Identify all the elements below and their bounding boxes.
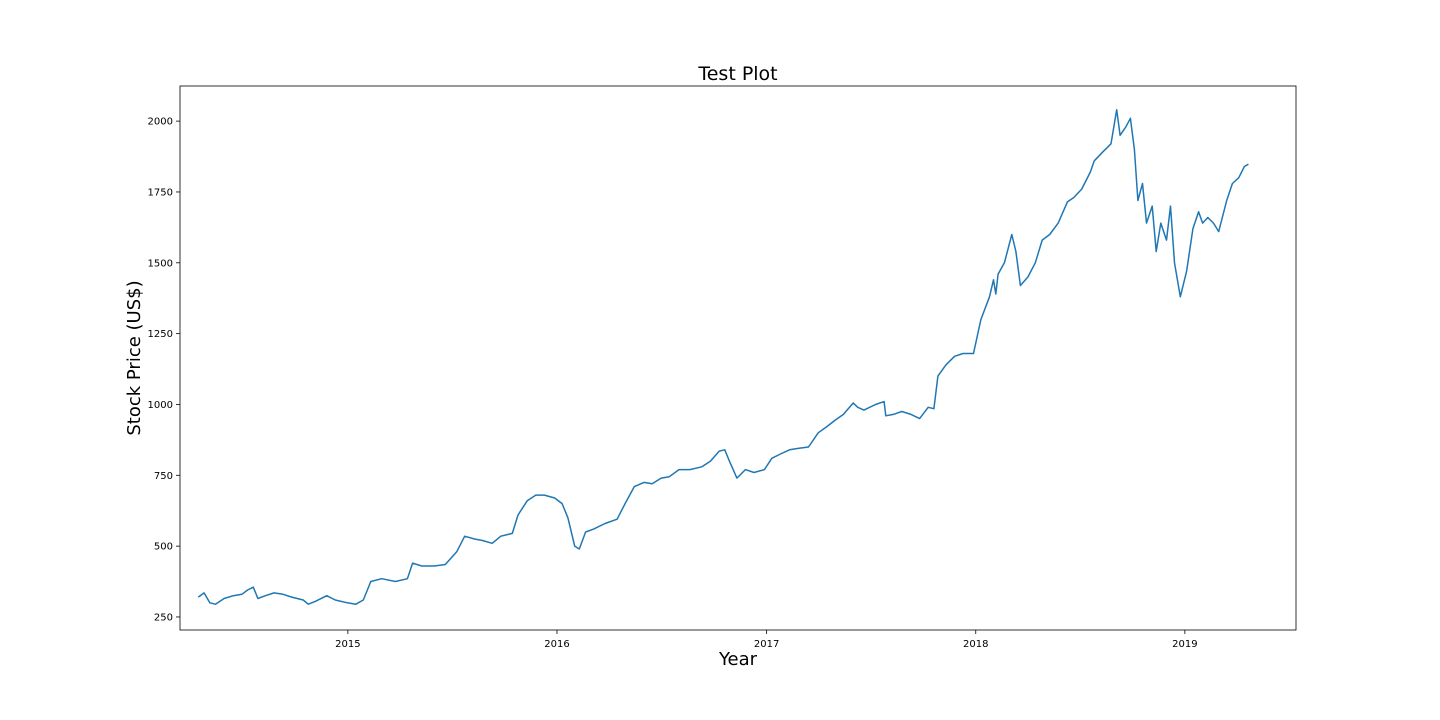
x-tick-label: 2015 — [335, 639, 360, 650]
x-tick-label: 2017 — [754, 639, 779, 650]
x-tick-label: 2018 — [963, 639, 988, 650]
y-tick-label: 1250 — [148, 329, 173, 340]
y-axis-title: Stock Price (US$) — [124, 280, 145, 435]
x-axis-ticks: 2015 2016 2017 2018 2019 — [335, 630, 1198, 650]
chart-title: Test Plot — [697, 63, 777, 85]
y-tick-label: 1000 — [148, 400, 173, 411]
plot-area-frame — [179, 85, 1297, 631]
price-series-line — [197, 109, 1249, 605]
y-tick-label: 500 — [154, 542, 173, 553]
y-tick-label: 2000 — [148, 117, 173, 128]
y-tick-label: 1750 — [148, 187, 173, 198]
y-axis-ticks: 250 500 750 1000 1250 1500 1750 2000 — [148, 117, 180, 623]
y-tick-label: 1500 — [148, 258, 173, 269]
y-tick-label: 750 — [154, 471, 173, 482]
x-tick-label: 2016 — [544, 639, 569, 650]
x-tick-label: 2019 — [1172, 639, 1197, 650]
y-tick-label: 250 — [154, 612, 173, 623]
x-axis-title: Year — [718, 649, 758, 670]
